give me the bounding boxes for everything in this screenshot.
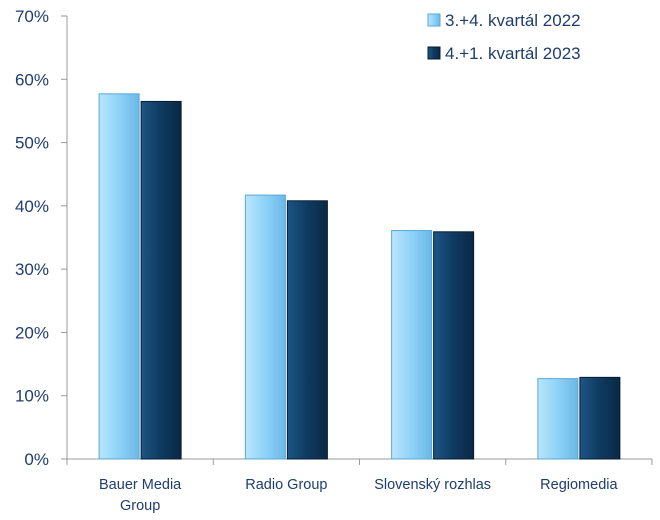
- y-tick-label: 30%: [15, 260, 49, 279]
- labels: 0% 10% 20% 30% 40% 50% 60% 70% Bauer Media Group R…: [15, 7, 619, 514]
- bar-series-1: [537, 378, 579, 460]
- y-tick-label: 20%: [15, 323, 49, 342]
- legend-swatch: [427, 46, 441, 60]
- y-tick-label: 50%: [15, 134, 49, 153]
- y-tick-label: 60%: [15, 70, 49, 89]
- bar-series-2: [140, 100, 182, 460]
- x-tick-label: Bauer Media Group: [99, 477, 182, 514]
- y-tick-label: 70%: [15, 7, 49, 26]
- bar-series-1: [98, 93, 140, 460]
- bars: [98, 93, 621, 460]
- y-tick-label: 10%: [15, 387, 49, 406]
- legend-label: 3.+4. kvartál 2022: [445, 11, 581, 30]
- legend: 3.+4. kvartál 2022 4.+1. kvartál 2023: [427, 11, 581, 63]
- x-tick-label: Slovenský rozhlas: [374, 477, 491, 493]
- x-tick-label: Regiomedia: [540, 477, 618, 493]
- bar-series-2: [286, 200, 328, 460]
- y-tick-label: 40%: [15, 197, 49, 216]
- bar-series-1: [391, 230, 433, 460]
- bar-series-1: [244, 194, 286, 460]
- y-tick-label: 0%: [24, 450, 49, 469]
- bar-series-2: [579, 376, 621, 460]
- bar-series-2: [433, 231, 475, 460]
- legend-swatch: [427, 13, 441, 27]
- legend-label: 4.+1. kvartál 2023: [445, 44, 581, 63]
- x-tick-label: Radio Group: [245, 477, 327, 493]
